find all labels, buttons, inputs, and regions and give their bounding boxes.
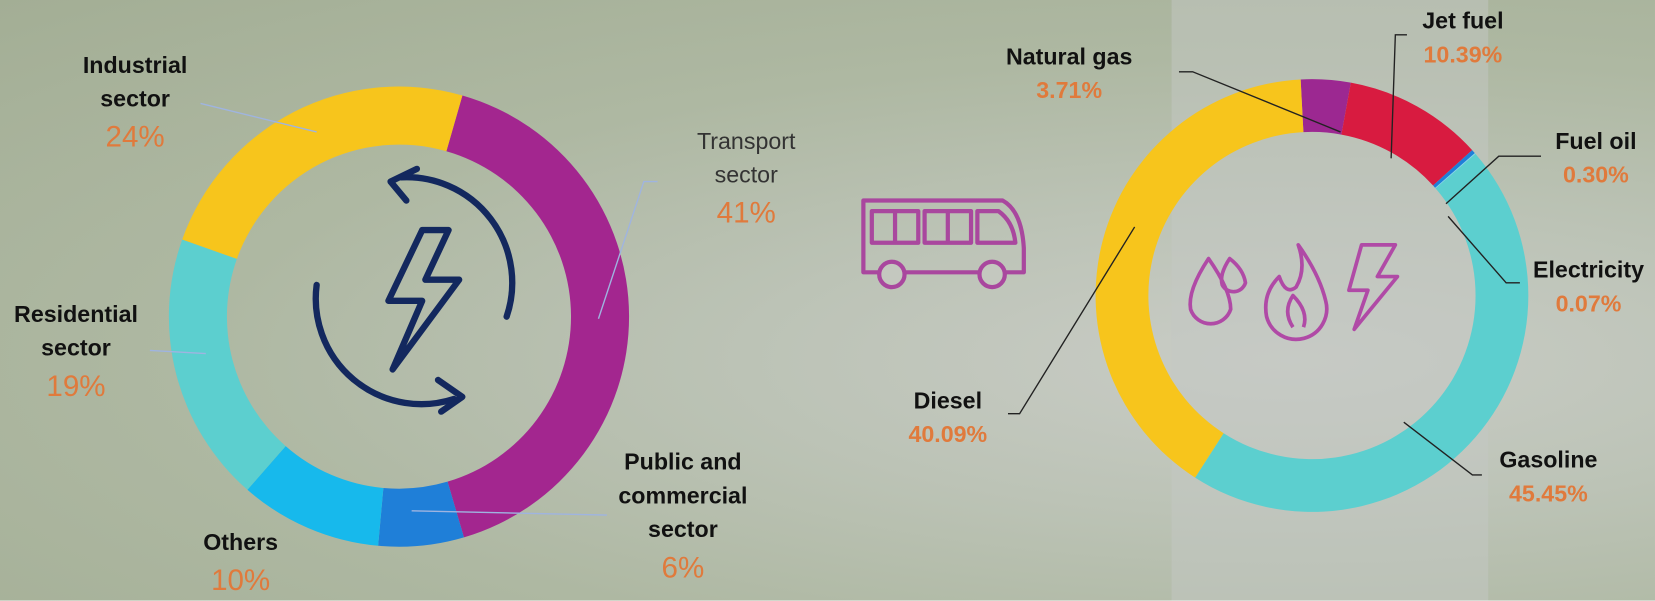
value-label: 40.09% xyxy=(858,418,1037,452)
energy-cycle-icon xyxy=(316,169,512,412)
category-name: Public and commercial sector xyxy=(604,445,762,546)
charts xyxy=(0,0,1655,601)
bus-icon xyxy=(863,201,1023,288)
category-name: Others xyxy=(161,526,319,560)
category-name: Gasoline xyxy=(1459,443,1638,477)
category-name: Transport sector xyxy=(667,125,825,192)
category-name: Diesel xyxy=(858,384,1037,418)
infographic: Transport sector41% Public and commercial… xyxy=(0,0,1655,601)
category-name: Residential sector xyxy=(0,298,155,365)
donut-segment xyxy=(446,95,629,537)
value-label: 41% xyxy=(667,192,825,235)
value-label: 10.39% xyxy=(1373,38,1552,72)
value-label: 24% xyxy=(56,116,214,159)
category-name: Electricity xyxy=(1499,253,1655,287)
value-label: 45.45% xyxy=(1459,477,1638,511)
value-label: 10% xyxy=(161,559,319,600)
category-name: Industrial sector xyxy=(56,49,214,116)
donut-segment xyxy=(169,239,286,489)
value-label: 0.30% xyxy=(1506,158,1655,192)
category-name: Natural gas xyxy=(979,40,1158,74)
category-name: Fuel oil xyxy=(1506,125,1655,159)
value-label: 3.71% xyxy=(979,74,1158,108)
category-name: Jet fuel xyxy=(1373,4,1552,38)
value-label: 0.07% xyxy=(1499,287,1655,321)
value-label: 6% xyxy=(604,546,762,589)
page: Transport sector41% Public and commercial… xyxy=(0,0,1655,601)
value-label: 19% xyxy=(0,365,155,408)
